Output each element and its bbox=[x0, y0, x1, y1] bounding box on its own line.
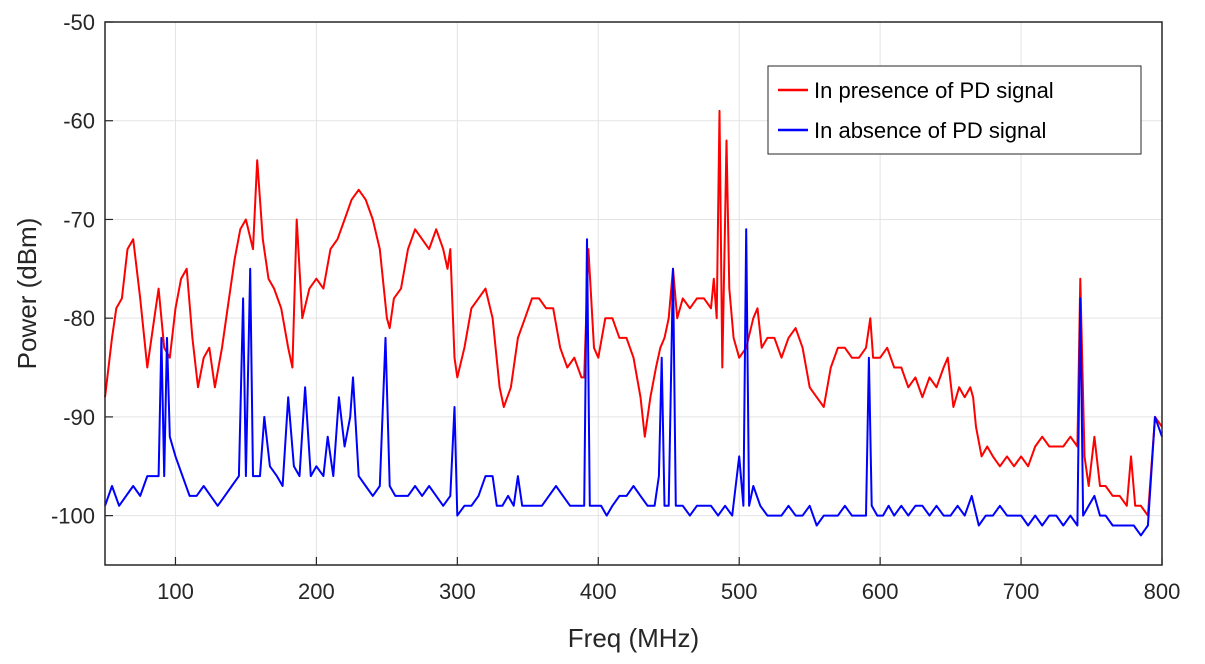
series-line-absence bbox=[104, 228, 1163, 537]
legend-box bbox=[767, 65, 1142, 155]
series-line-presence bbox=[104, 109, 1163, 517]
y-tick-label: -60 bbox=[63, 109, 95, 134]
y-tick-label: -80 bbox=[63, 306, 95, 331]
y-axis-label: Power (dBm) bbox=[12, 218, 42, 370]
x-tick-label: 500 bbox=[721, 579, 758, 604]
series-layer bbox=[104, 109, 1163, 537]
x-tick-label: 800 bbox=[1144, 579, 1181, 604]
legend: In presence of PD signal In absence of P… bbox=[767, 65, 1142, 155]
y-tick-label: -70 bbox=[63, 207, 95, 232]
x-tick-label: 600 bbox=[862, 579, 899, 604]
x-tick-label: 200 bbox=[298, 579, 335, 604]
x-tick-label: 100 bbox=[157, 579, 194, 604]
y-tick-label: -50 bbox=[63, 10, 95, 35]
x-tick-label: 300 bbox=[439, 579, 476, 604]
y-tick-label: -90 bbox=[63, 405, 95, 430]
x-axis-label: Freq (MHz) bbox=[568, 623, 699, 653]
x-tick-label: 400 bbox=[580, 579, 617, 604]
x-tick-labels: 100 200 300 400 500 600 700 800 bbox=[157, 557, 1180, 604]
y-tick-labels: -50 -60 -70 -80 -90 -100 bbox=[51, 10, 113, 529]
y-tick-label: -100 bbox=[51, 504, 95, 529]
legend-label-presence: In presence of PD signal bbox=[814, 78, 1054, 103]
legend-label-absence: In absence of PD signal bbox=[814, 118, 1046, 143]
x-tick-label: 700 bbox=[1003, 579, 1040, 604]
plot-frame bbox=[104, 21, 1163, 566]
